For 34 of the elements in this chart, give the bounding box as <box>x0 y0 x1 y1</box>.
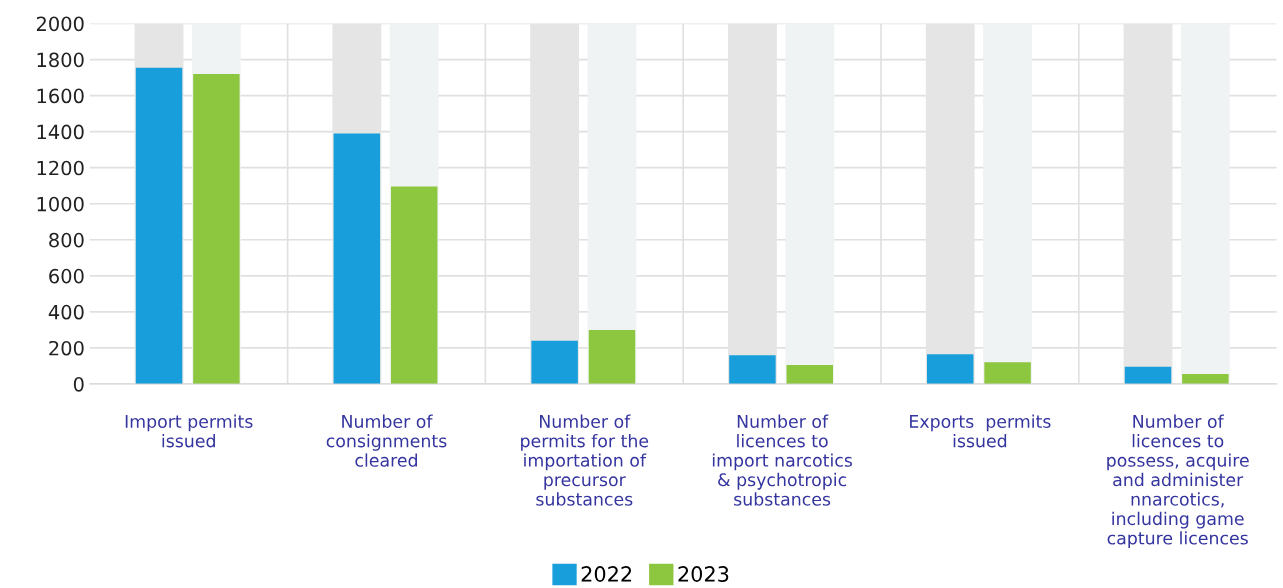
y-tick-label: 400 <box>48 304 84 320</box>
bar <box>1182 374 1229 384</box>
y-tick-label: 0 <box>73 376 84 392</box>
y-tick-label: 1600 <box>37 88 84 104</box>
bar <box>588 329 636 384</box>
y-tick-label: 1400 <box>37 124 84 140</box>
x-tick-label: Import permits issued <box>125 414 253 448</box>
y-tick-label: 1800 <box>37 52 84 68</box>
bar <box>984 362 1031 384</box>
bar <box>786 365 834 384</box>
bar <box>926 354 974 384</box>
legend-label: 2023 <box>678 566 729 582</box>
bar <box>983 23 1033 384</box>
y-tick-label: 800 <box>49 232 84 248</box>
bar <box>785 23 835 384</box>
legend-label: 2022 <box>581 566 632 582</box>
x-tick-label: Number of licences to import narcotics & psychotropic substances <box>712 414 853 506</box>
bar <box>390 186 438 384</box>
bar <box>1124 366 1172 384</box>
bar <box>193 73 240 384</box>
bar <box>1180 23 1230 384</box>
y-tick-label: 1000 <box>37 196 84 212</box>
bar <box>531 340 578 384</box>
y-tick-label: 2000 <box>36 16 84 32</box>
y-tick-label: 1200 <box>37 160 84 176</box>
x-tick-label: Number of consignments cleared <box>326 414 447 467</box>
bar <box>729 355 776 384</box>
y-tick-label: 200 <box>49 340 84 356</box>
x-tick-label: Number of licences to possess, acquire and administer nnarcotics, including game capture licences <box>1107 414 1249 548</box>
x-tick-label: Exports permits issued <box>910 414 1051 448</box>
x-tick-label: Number of permits for the importation of precursor substances <box>521 414 649 506</box>
bar <box>333 133 381 384</box>
bar <box>135 67 183 384</box>
y-tick-label: 600 <box>49 268 84 284</box>
